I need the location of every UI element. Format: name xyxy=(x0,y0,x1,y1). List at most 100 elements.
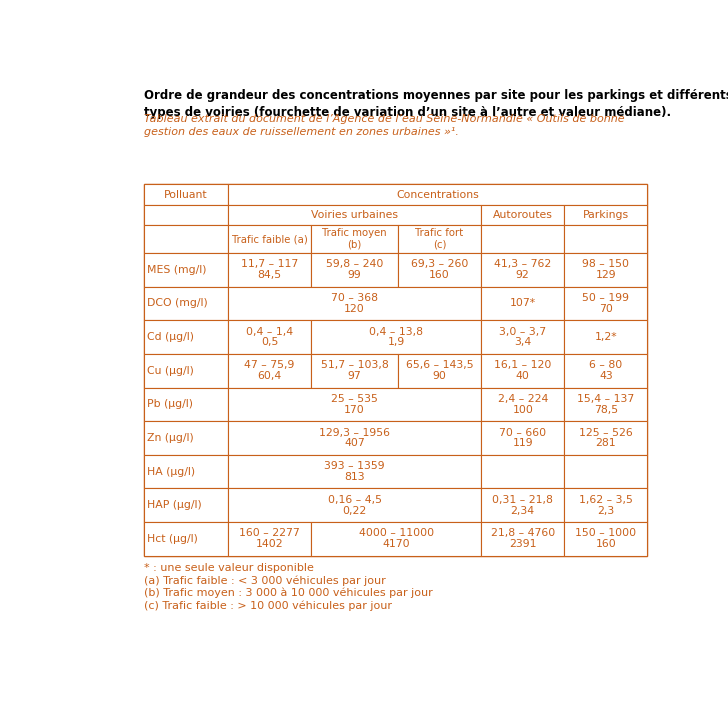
Text: 50 – 199: 50 – 199 xyxy=(582,293,630,303)
Text: 0,16 – 4,5: 0,16 – 4,5 xyxy=(328,495,381,505)
Text: Cd (μg/l): Cd (μg/l) xyxy=(147,332,194,342)
Text: Trafic fort
(c): Trafic fort (c) xyxy=(416,228,464,250)
Bar xyxy=(143,522,228,556)
Bar xyxy=(228,421,481,454)
Bar xyxy=(481,286,564,320)
Text: Trafic moyen
(b): Trafic moyen (b) xyxy=(323,228,387,250)
Text: 0,5: 0,5 xyxy=(261,337,278,347)
Bar xyxy=(228,489,481,522)
Bar xyxy=(228,320,311,354)
Bar xyxy=(481,225,564,253)
Bar xyxy=(564,320,647,354)
Bar xyxy=(481,421,564,454)
Bar xyxy=(481,489,564,522)
Text: 51,7 – 103,8: 51,7 – 103,8 xyxy=(320,360,389,370)
Text: 281: 281 xyxy=(596,438,616,448)
Bar xyxy=(311,354,398,388)
Bar xyxy=(143,354,228,388)
Bar xyxy=(228,388,481,421)
Text: 70: 70 xyxy=(599,304,613,314)
Bar xyxy=(481,454,564,489)
Text: 813: 813 xyxy=(344,472,365,482)
Bar xyxy=(311,253,398,286)
Text: Concentrations: Concentrations xyxy=(396,189,479,200)
Text: 11,7 – 117: 11,7 – 117 xyxy=(241,259,298,269)
Text: Trafic faible (a): Trafic faible (a) xyxy=(232,234,307,244)
Text: 3,4: 3,4 xyxy=(514,337,531,347)
Bar xyxy=(564,421,647,454)
Text: 70 – 368: 70 – 368 xyxy=(331,293,378,303)
Text: 0,31 – 21,8: 0,31 – 21,8 xyxy=(492,495,553,505)
Bar xyxy=(228,184,647,205)
Text: 1,9: 1,9 xyxy=(387,337,405,347)
Text: Voiries urbaines: Voiries urbaines xyxy=(311,210,398,220)
Text: 98 – 150: 98 – 150 xyxy=(582,259,630,269)
Text: 107*: 107* xyxy=(510,298,536,308)
Bar xyxy=(481,354,564,388)
Bar xyxy=(143,225,228,253)
Text: 120: 120 xyxy=(344,304,365,314)
Text: 1402: 1402 xyxy=(256,539,283,549)
Bar xyxy=(143,320,228,354)
Bar xyxy=(228,354,311,388)
Bar xyxy=(564,489,647,522)
Bar xyxy=(481,253,564,286)
Text: 160: 160 xyxy=(596,539,617,549)
Bar xyxy=(143,286,228,320)
Text: HA (μg/l): HA (μg/l) xyxy=(147,467,195,476)
Text: 0,4 – 1,4: 0,4 – 1,4 xyxy=(246,327,293,337)
Text: 4170: 4170 xyxy=(382,539,410,549)
Text: 3,0 – 3,7: 3,0 – 3,7 xyxy=(499,327,546,337)
Text: 125 – 526: 125 – 526 xyxy=(579,428,633,437)
Bar xyxy=(228,253,311,286)
Bar xyxy=(311,522,481,556)
Text: Pb (μg/l): Pb (μg/l) xyxy=(147,399,193,409)
Text: 129,3 – 1956: 129,3 – 1956 xyxy=(319,428,390,437)
Bar xyxy=(481,320,564,354)
Text: 97: 97 xyxy=(348,371,361,381)
Text: 1,2*: 1,2* xyxy=(595,332,617,342)
Text: 69,3 – 260: 69,3 – 260 xyxy=(411,259,468,269)
Bar xyxy=(228,522,311,556)
Text: Zn (μg/l): Zn (μg/l) xyxy=(147,433,194,443)
Bar xyxy=(143,184,647,556)
Text: 160 – 2277: 160 – 2277 xyxy=(239,528,300,538)
Text: 407: 407 xyxy=(344,438,365,448)
Text: 0,4 – 13,8: 0,4 – 13,8 xyxy=(369,327,423,337)
Bar xyxy=(143,489,228,522)
Bar xyxy=(398,253,481,286)
Text: 99: 99 xyxy=(348,270,361,280)
Bar xyxy=(564,454,647,489)
Text: (b) Trafic moyen : 3 000 à 10 000 véhicules par jour: (b) Trafic moyen : 3 000 à 10 000 véhicu… xyxy=(143,588,432,598)
Text: Parkings: Parkings xyxy=(583,210,629,220)
Text: Cu (μg/l): Cu (μg/l) xyxy=(147,366,194,376)
Text: 15,4 – 137: 15,4 – 137 xyxy=(577,394,635,404)
Text: 0,22: 0,22 xyxy=(342,506,367,515)
Text: (c) Trafic faible : > 10 000 véhicules par jour: (c) Trafic faible : > 10 000 véhicules p… xyxy=(143,601,392,610)
Text: 25 – 535: 25 – 535 xyxy=(331,394,378,404)
Text: (a) Trafic faible : < 3 000 véhicules par jour: (a) Trafic faible : < 3 000 véhicules pa… xyxy=(143,576,385,586)
Text: 65,6 – 143,5: 65,6 – 143,5 xyxy=(405,360,473,370)
Text: HAP (μg/l): HAP (μg/l) xyxy=(147,500,202,510)
Bar xyxy=(564,388,647,421)
Text: 2391: 2391 xyxy=(509,539,537,549)
Text: Polluant: Polluant xyxy=(164,189,207,200)
Text: 84,5: 84,5 xyxy=(258,270,282,280)
Bar xyxy=(311,320,481,354)
Text: 2,3: 2,3 xyxy=(597,506,614,515)
Text: 41,3 – 762: 41,3 – 762 xyxy=(494,259,551,269)
Text: * : une seule valeur disponible: * : une seule valeur disponible xyxy=(143,563,314,574)
Text: 393 – 1359: 393 – 1359 xyxy=(324,461,385,471)
Text: 21,8 – 4760: 21,8 – 4760 xyxy=(491,528,555,538)
Bar xyxy=(398,354,481,388)
Text: MES (mg/l): MES (mg/l) xyxy=(147,265,206,275)
Bar xyxy=(398,225,481,253)
Text: 6 – 80: 6 – 80 xyxy=(589,360,622,370)
Text: Tableau extrait du document de l’Agence de l’eau Seine-Normandie « Outils de bon: Tableau extrait du document de l’Agence … xyxy=(143,113,625,137)
Bar xyxy=(481,522,564,556)
Text: 60,4: 60,4 xyxy=(258,371,282,381)
Text: 43: 43 xyxy=(599,371,613,381)
Bar xyxy=(564,522,647,556)
Text: 2,34: 2,34 xyxy=(510,506,535,515)
Text: 92: 92 xyxy=(516,270,529,280)
